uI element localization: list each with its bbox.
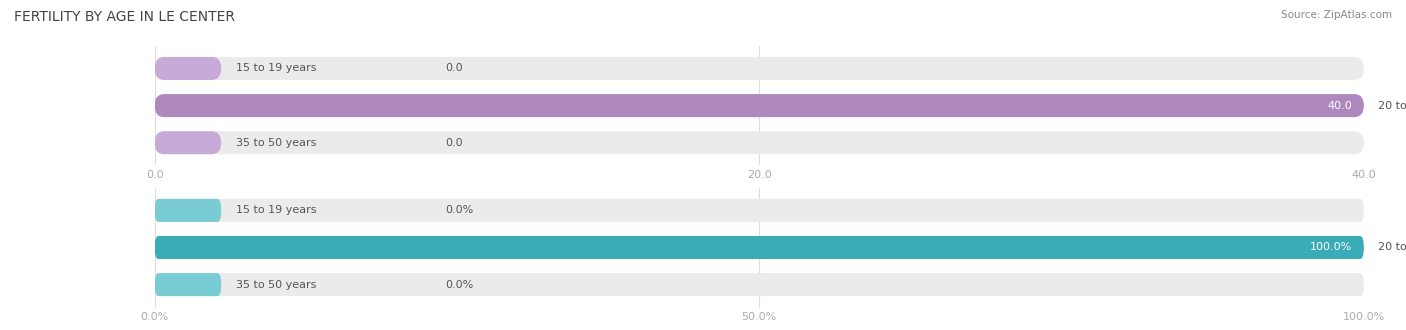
FancyBboxPatch shape — [155, 57, 221, 80]
Text: FERTILITY BY AGE IN LE CENTER: FERTILITY BY AGE IN LE CENTER — [14, 10, 235, 24]
Text: Source: ZipAtlas.com: Source: ZipAtlas.com — [1281, 10, 1392, 20]
Text: 40.0: 40.0 — [1327, 101, 1351, 111]
FancyBboxPatch shape — [155, 236, 1364, 259]
Text: 20 to 34 years: 20 to 34 years — [1378, 243, 1406, 252]
FancyBboxPatch shape — [155, 273, 1364, 296]
FancyBboxPatch shape — [155, 94, 1364, 117]
Text: 35 to 50 years: 35 to 50 years — [236, 280, 316, 290]
Text: 20 to 34 years: 20 to 34 years — [1378, 101, 1406, 111]
Text: 0.0%: 0.0% — [444, 280, 472, 290]
Text: 0.0%: 0.0% — [444, 205, 472, 215]
FancyBboxPatch shape — [155, 199, 1364, 222]
Text: 15 to 19 years: 15 to 19 years — [236, 63, 316, 74]
FancyBboxPatch shape — [155, 131, 1364, 154]
Text: 100.0%: 100.0% — [1309, 243, 1351, 252]
Text: 0.0: 0.0 — [444, 138, 463, 148]
FancyBboxPatch shape — [155, 94, 1364, 117]
Text: 15 to 19 years: 15 to 19 years — [236, 205, 316, 215]
FancyBboxPatch shape — [155, 131, 221, 154]
FancyBboxPatch shape — [155, 236, 1364, 259]
FancyBboxPatch shape — [155, 57, 1364, 80]
Text: 0.0: 0.0 — [444, 63, 463, 74]
Text: 35 to 50 years: 35 to 50 years — [236, 138, 316, 148]
FancyBboxPatch shape — [155, 199, 221, 222]
FancyBboxPatch shape — [155, 273, 221, 296]
